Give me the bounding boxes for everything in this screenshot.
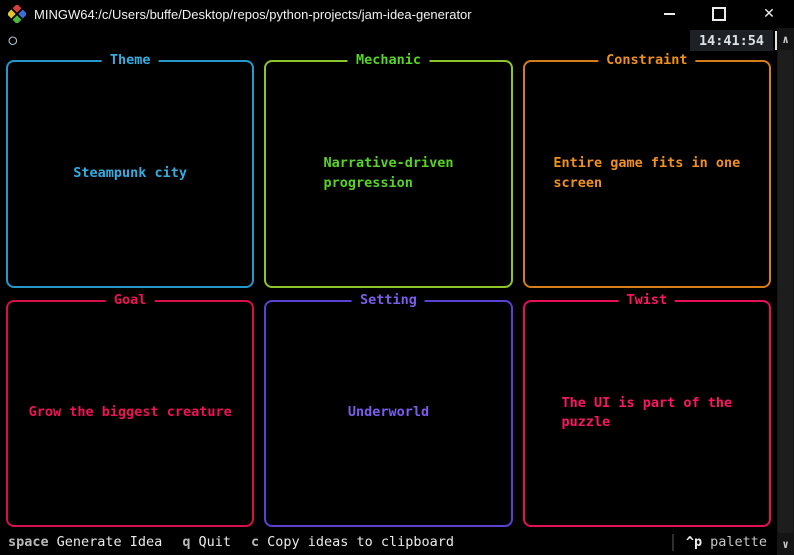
binding-key: c xyxy=(250,534,260,550)
panel-constraint-text: Entire game fits in one screen xyxy=(553,155,741,191)
maximize-button[interactable] xyxy=(694,0,744,28)
close-icon: ✕ xyxy=(763,6,775,22)
scrollbar-thumb[interactable] xyxy=(778,50,793,533)
binding-key: space xyxy=(8,534,49,550)
titlebar: MINGW64:/c/Users/buffe/Desktop/repos/pyt… xyxy=(0,0,794,28)
binding-label: Quit xyxy=(198,534,231,550)
panel-twist-text: The UI is part of the puzzle xyxy=(561,394,733,431)
app-header: ⭘ 14:41:54 xyxy=(0,28,777,53)
close-button[interactable]: ✕ xyxy=(744,0,794,28)
window-title: MINGW64:/c/Users/buffe/Desktop/repos/pyt… xyxy=(34,6,472,22)
minimize-icon xyxy=(663,13,675,15)
panel-goal-text: Grow the biggest creature xyxy=(28,404,232,421)
maximize-icon xyxy=(712,7,726,21)
panel-mechanic-title: Mechanic xyxy=(347,52,429,68)
panel-theme-text: Steampunk city xyxy=(73,164,188,181)
binding-label: palette xyxy=(710,534,767,550)
binding-copy-clipboard[interactable]: c Copy ideas to clipboard xyxy=(251,534,454,550)
idea-panels-grid: Theme Steampunk city Mechanic Narrative-… xyxy=(0,52,777,531)
binding-command-palette[interactable]: ^p palette xyxy=(686,534,767,550)
footer-separator xyxy=(671,533,674,551)
footer: space Generate Idea q Quit c Copy ideas to … xyxy=(0,531,777,555)
header-clock: 14:41:54 xyxy=(689,30,773,51)
panel-twist-title: Twist xyxy=(618,291,676,308)
vertical-scrollbar[interactable]: ∧ ∨ xyxy=(777,28,794,555)
footer-right: ^p palette xyxy=(671,533,773,551)
minimize-button[interactable] xyxy=(644,0,694,28)
panel-goal-title: Goal xyxy=(105,291,155,308)
panel-mechanic-text: Narrative-driven progression xyxy=(323,155,454,191)
panel-mechanic: Mechanic Narrative-driven progression xyxy=(264,52,513,288)
binding-key: q xyxy=(182,534,191,550)
panel-constraint-body: Entire game fits in one screen xyxy=(525,62,769,286)
panel-setting-body: Underworld xyxy=(266,302,510,526)
header-scrollbar-separator xyxy=(775,31,777,50)
window-controls: ✕ xyxy=(644,0,794,28)
scroll-down-arrow-icon[interactable]: ∨ xyxy=(782,537,789,551)
binding-label: Generate Idea xyxy=(56,534,163,550)
binding-key: ^p xyxy=(685,534,703,550)
panel-setting-text: Underworld xyxy=(347,404,430,421)
panel-goal-body: Grow the biggest creature xyxy=(8,302,252,526)
app-content: ⭘ 14:41:54 Theme Steampunk city Mechanic… xyxy=(0,28,777,555)
binding-label: Copy ideas to clipboard xyxy=(267,534,455,550)
binding-generate-idea[interactable]: space Generate Idea xyxy=(8,534,162,550)
panel-theme-body: Steampunk city xyxy=(8,62,252,286)
panel-goal: Goal Grow the biggest creature xyxy=(6,291,255,527)
panel-constraint: Constraint Entire game fits in one scree… xyxy=(522,52,771,288)
panel-setting: Setting Underworld xyxy=(264,291,513,527)
panel-theme-title: Theme xyxy=(101,52,159,68)
panel-constraint-title: Constraint xyxy=(598,52,696,68)
scroll-up-arrow-icon[interactable]: ∧ xyxy=(782,32,789,46)
panel-twist-body: The UI is part of the puzzle xyxy=(525,302,769,526)
binding-quit[interactable]: q Quit xyxy=(182,534,231,550)
panel-twist: Twist The UI is part of the puzzle xyxy=(522,291,771,527)
panel-theme: Theme Steampunk city xyxy=(6,52,255,288)
app-area: ⭘ 14:41:54 Theme Steampunk city Mechanic… xyxy=(0,28,794,555)
panel-setting-title: Setting xyxy=(352,291,425,308)
msys2-logo-icon xyxy=(8,5,26,23)
app-header-circle-icon[interactable]: ⭘ xyxy=(8,33,18,48)
scrollbar-track[interactable] xyxy=(777,50,794,533)
panel-mechanic-body: Narrative-driven progression xyxy=(266,62,510,286)
